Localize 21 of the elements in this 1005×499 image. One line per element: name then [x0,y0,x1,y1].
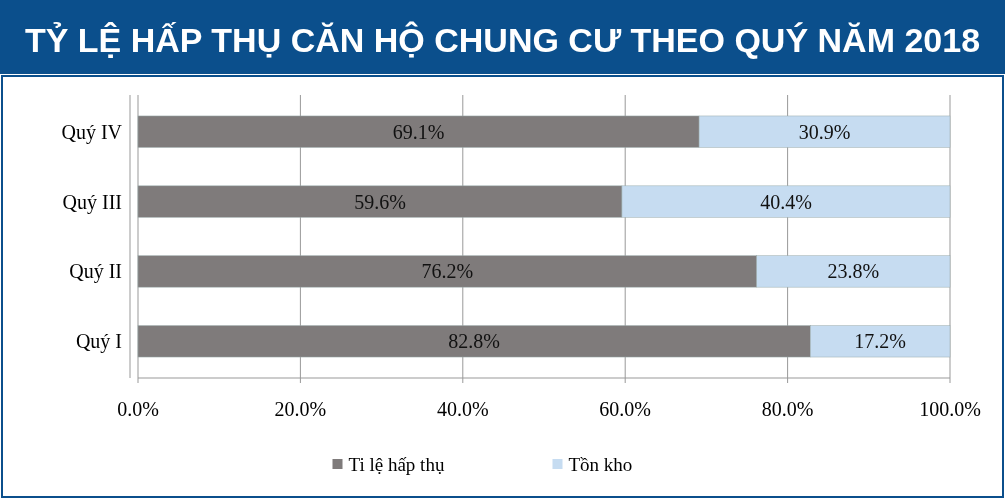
chart-title: TỶ LỆ HẤP THỤ CĂN HỘ CHUNG CƯ THEO QUÝ NĂM 2018 [24,20,981,59]
x-tick-label: 80.0% [761,398,814,420]
y-tick-label: Quý I [75,330,122,354]
x-tick-label: 40.0% [436,398,489,420]
x-tick-label: 60.0% [599,398,652,420]
data-label: 82.8% [448,330,500,353]
y-tick-label: Quý II [69,260,122,284]
x-tick-label: 100.0% [919,398,981,420]
data-label: 40.4% [760,190,812,213]
data-label: 69.1% [392,120,445,143]
y-tick-label: Quý III [62,190,122,214]
y-tick-label: Quý IV [61,120,123,144]
data-label: 23.8% [827,260,880,283]
legend-label: Tồn kho [568,453,633,475]
legend-label: Ti lệ hấp thụ [348,453,445,475]
data-label: 59.6% [354,190,406,213]
data-label: 30.9% [798,120,851,143]
data-label: 17.2% [854,330,906,353]
x-tick-label: 0.0% [117,398,159,420]
data-label: 76.2% [421,260,474,283]
x-tick-label: 20.0% [274,398,327,420]
